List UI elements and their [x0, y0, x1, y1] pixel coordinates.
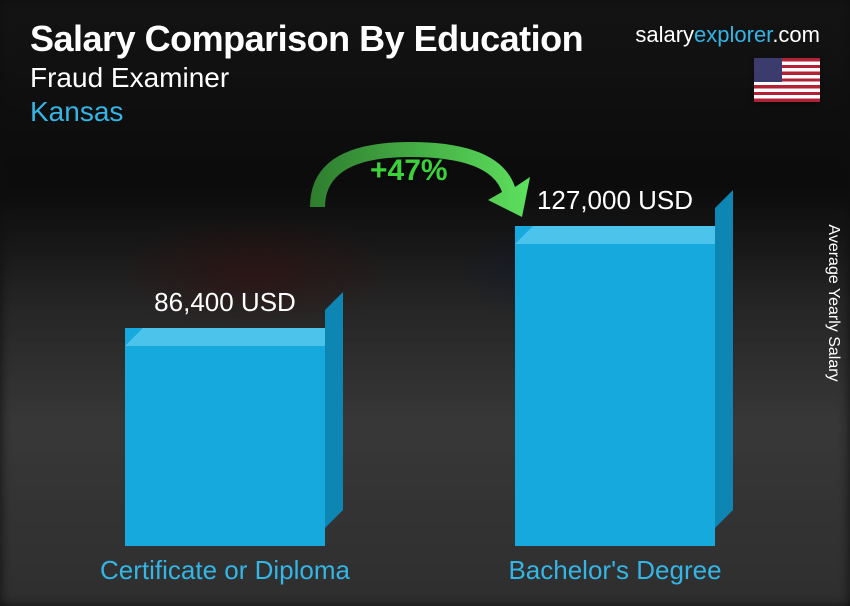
bar-group: 86,400 USD [65, 287, 385, 546]
job-title: Fraud Examiner [30, 62, 635, 94]
bar-front-face [125, 328, 325, 546]
header: Salary Comparison By Education Fraud Exa… [30, 18, 820, 128]
brand-part2: explorer [694, 22, 772, 47]
page-title: Salary Comparison By Education [30, 18, 635, 60]
bar-side-face [715, 190, 733, 528]
category-labels-row: Certificate or Diploma Bachelor's Degree [30, 555, 810, 586]
delta-arrow: +47% [290, 132, 540, 232]
brand-logo: salaryexplorer.com [635, 22, 820, 48]
bar-group: 127,000 USD [455, 185, 775, 546]
category-label: Certificate or Diploma [65, 555, 385, 586]
delta-label: +47% [370, 154, 448, 188]
chart-container: Salary Comparison By Education Fraud Exa… [0, 0, 850, 606]
bar [125, 328, 325, 546]
bar [515, 226, 715, 546]
flag-icon [754, 58, 820, 102]
bar-value-label: 86,400 USD [154, 287, 296, 318]
branding-block: salaryexplorer.com [635, 18, 820, 107]
title-block: Salary Comparison By Education Fraud Exa… [30, 18, 635, 128]
category-label: Bachelor's Degree [455, 555, 775, 586]
brand-part3: .com [772, 22, 820, 47]
bar-side-face [325, 292, 343, 528]
y-axis-label: Average Yearly Salary [824, 224, 842, 381]
bar-value-label: 127,000 USD [537, 185, 693, 216]
bar-top-face [515, 226, 733, 244]
bar-top-face [125, 328, 343, 346]
brand-part1: salary [635, 22, 694, 47]
location-label: Kansas [30, 96, 635, 128]
bar-front-face [515, 226, 715, 546]
